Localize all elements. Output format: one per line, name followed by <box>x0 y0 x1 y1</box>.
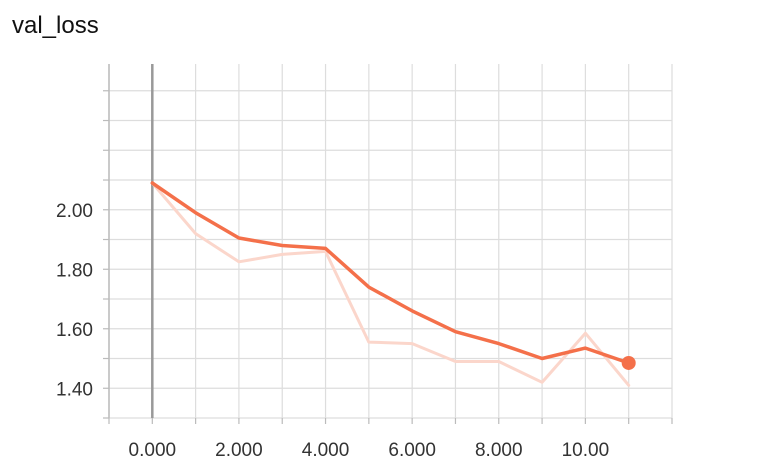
x-tick-label: 10.00 <box>562 440 610 461</box>
grid <box>108 64 673 419</box>
x-tick-label: 0.000 <box>129 440 177 461</box>
chart-title: val_loss <box>12 12 99 39</box>
series-lines <box>150 181 631 387</box>
x-tick-label: 2.000 <box>215 440 263 461</box>
y-tick-label: 1.40 <box>56 379 93 400</box>
y-tick-label: 2.00 <box>56 201 93 222</box>
series-line-raw <box>150 181 631 387</box>
y-tick-label: 1.80 <box>56 260 93 281</box>
markers <box>621 355 636 370</box>
tick-labels: 1.40 1.60 1.80 2.00 0.000 2.000 4.000 6.000 8.00… <box>56 201 609 461</box>
x-tick-label: 4.000 <box>302 440 350 461</box>
series-line-smoothed <box>150 181 631 365</box>
x-tick-label: 8.000 <box>475 440 523 461</box>
x-tick-label: 6.000 <box>388 440 436 461</box>
y-tick-label: 1.60 <box>56 320 93 341</box>
last-point-marker <box>621 355 636 370</box>
axes <box>103 64 673 424</box>
